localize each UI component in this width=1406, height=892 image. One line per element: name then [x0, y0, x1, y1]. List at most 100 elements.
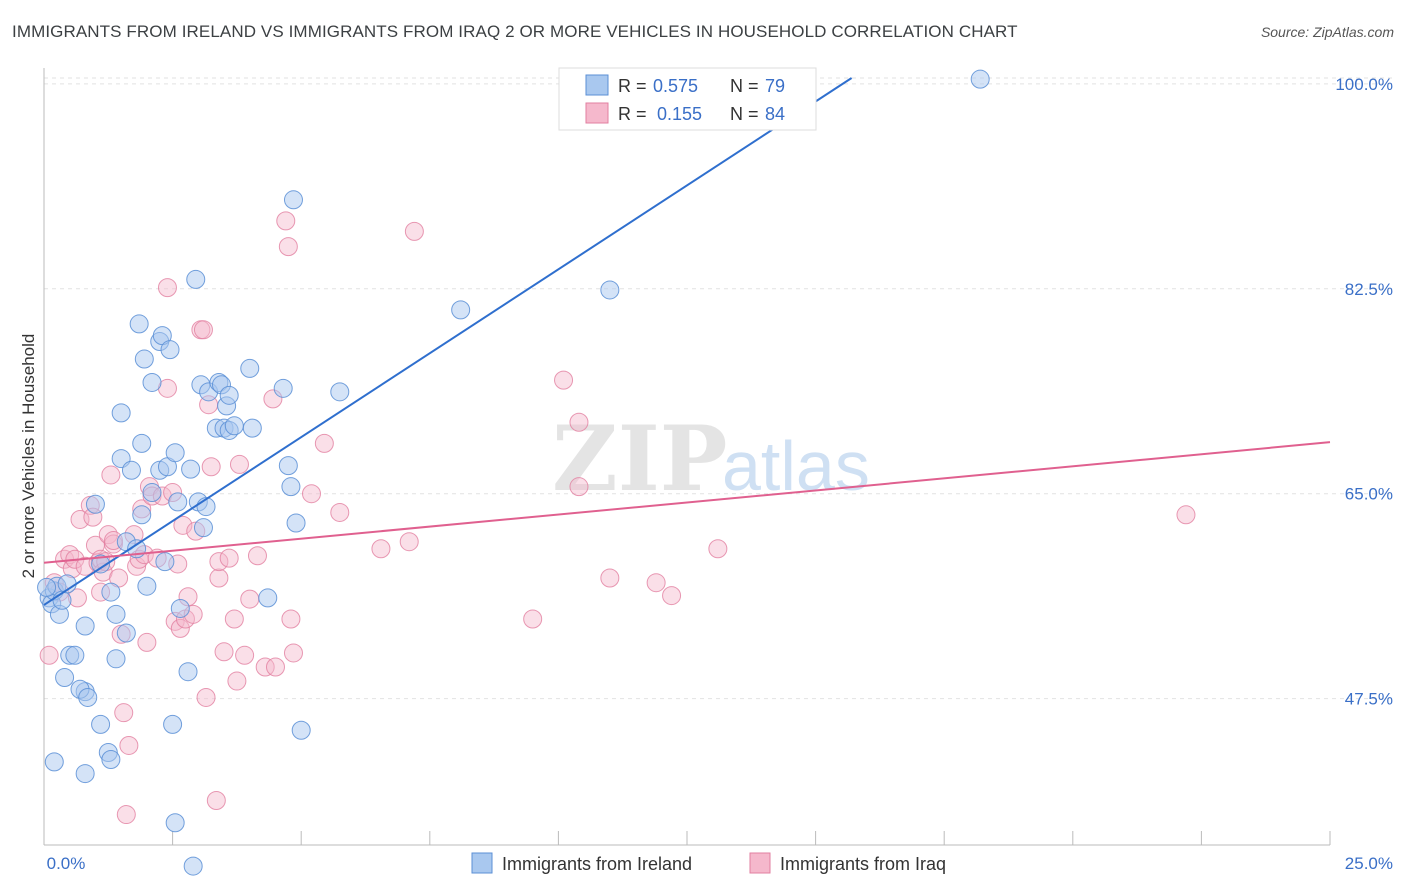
ireland-point: [291, 720, 311, 740]
legend-r-label-iraq: R =: [618, 104, 647, 124]
iraq-point: [276, 211, 296, 231]
iraq-point: [247, 546, 267, 566]
iraq-point: [662, 586, 682, 606]
x-tick-label-max: 25.0%: [1345, 854, 1393, 873]
iraq-point: [255, 657, 275, 677]
ireland-point: [283, 190, 303, 210]
iraq-point: [137, 632, 157, 652]
iraq-point: [214, 642, 234, 662]
ireland-point: [330, 382, 350, 402]
ireland-point: [170, 598, 190, 618]
x-tick-label-min: 0.0%: [47, 854, 86, 873]
legend-swatch-iraq: [585, 102, 609, 124]
bottom-legend-swatch-iraq: [749, 852, 771, 874]
iraq-point: [227, 671, 247, 691]
legend-n-value-ireland: 79: [765, 76, 785, 96]
iraq-point: [219, 548, 239, 568]
ireland-point: [281, 477, 301, 497]
legend-r-value-iraq: 0.155: [657, 104, 702, 124]
iraq-point: [283, 643, 303, 663]
ireland-point: [142, 372, 162, 392]
ireland-point: [155, 552, 175, 572]
ireland-point: [165, 443, 185, 463]
legend-r-label-ireland: R =: [618, 76, 647, 96]
ireland-point: [111, 403, 131, 423]
ireland-point: [970, 69, 990, 89]
ireland-point: [101, 750, 121, 770]
ireland-point: [168, 492, 188, 512]
correlation-legend: R = 0.575 N = 79 R = 0.155 N = 84: [558, 67, 817, 131]
iraq-point: [554, 370, 574, 390]
ireland-point: [106, 649, 126, 669]
iraq-point: [523, 609, 543, 629]
ireland-point: [85, 494, 105, 514]
bottom-legend-swatch-ireland: [471, 852, 493, 874]
ireland-point: [160, 340, 180, 360]
ireland-point: [37, 577, 57, 597]
iraq-point: [206, 791, 226, 811]
legend-n-label-iraq: N =: [730, 104, 759, 124]
ireland-point: [278, 456, 298, 476]
iraq-point: [569, 412, 589, 432]
iraq-point: [265, 657, 285, 677]
iraq-point: [235, 645, 255, 665]
iraq-point: [39, 645, 59, 665]
legend-n-label-ireland: N =: [730, 76, 759, 96]
ireland-point: [142, 483, 162, 503]
ireland-point: [273, 378, 293, 398]
iraq-point: [646, 573, 666, 593]
legend-swatch-ireland: [585, 74, 609, 96]
ireland-point: [165, 813, 185, 833]
watermark-zip: ZIP: [552, 406, 727, 512]
ireland-point: [242, 418, 262, 438]
ireland-point: [163, 714, 183, 734]
trend-line-iraq: [43, 441, 1331, 564]
trend-line-ireland: [43, 77, 853, 606]
ireland-point: [116, 623, 136, 643]
chart-title: IMMIGRANTS FROM IRELAND VS IMMIGRANTS FR…: [12, 22, 1018, 41]
y-tick-labels: 47.5% 65.0% 82.5% 100.0%: [1335, 75, 1393, 709]
iraq-point: [116, 805, 136, 825]
ireland-point: [286, 513, 306, 533]
ireland-point: [240, 358, 260, 378]
ireland-point: [101, 582, 121, 602]
iraq-point: [196, 687, 216, 707]
ireland-point: [183, 856, 203, 876]
ireland-point: [75, 764, 95, 784]
ireland-point: [134, 349, 154, 369]
iraq-point: [371, 539, 391, 559]
ireland-point: [91, 554, 111, 574]
y-tick-label: 65.0%: [1345, 485, 1393, 504]
iraq-point: [240, 589, 260, 609]
iraq-point: [201, 457, 221, 477]
iraq-point: [209, 568, 229, 588]
ireland-point: [132, 505, 152, 525]
ireland-point: [186, 269, 206, 289]
iraq-point: [98, 525, 118, 545]
ireland-point: [451, 300, 471, 320]
iraq-point: [600, 568, 620, 588]
ireland-point: [65, 645, 85, 665]
iraq-point: [224, 609, 244, 629]
y-tick-label: 47.5%: [1345, 690, 1393, 709]
ireland-point: [129, 314, 149, 334]
iraq-point: [173, 515, 193, 535]
series-ireland-points: [37, 69, 990, 876]
y-axis-label: 2 or more Vehicles in Household: [19, 334, 38, 579]
iraq-point: [399, 532, 419, 552]
iraq-point: [301, 484, 321, 504]
bottom-legend-label-ireland: Immigrants from Ireland: [502, 854, 692, 874]
ireland-point: [181, 459, 201, 479]
ireland-point: [44, 752, 64, 772]
ireland-point: [224, 416, 244, 436]
ireland-point: [91, 714, 111, 734]
iraq-point: [708, 539, 728, 559]
iraq-point: [157, 278, 177, 298]
source-label: Source: ZipAtlas.com: [1260, 24, 1394, 40]
iraq-point: [101, 465, 121, 485]
ireland-point: [137, 576, 157, 596]
legend-n-value-iraq: 84: [765, 104, 785, 124]
ireland-point: [75, 616, 95, 636]
ireland-point: [132, 433, 152, 453]
